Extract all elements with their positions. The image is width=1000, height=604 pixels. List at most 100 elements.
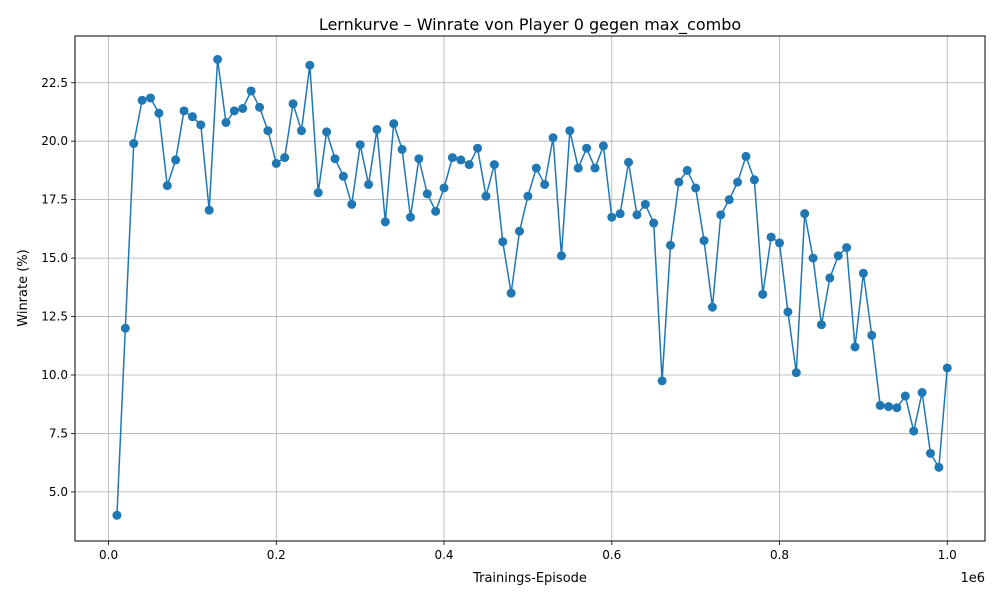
- data-point: [305, 60, 315, 70]
- data-point: [590, 163, 600, 173]
- data-point: [649, 218, 659, 228]
- data-point: [489, 160, 499, 170]
- data-point: [112, 510, 122, 520]
- data-point: [229, 106, 239, 116]
- data-point: [380, 217, 390, 227]
- y-axis-label: Winrate (%): [16, 249, 31, 326]
- data-point: [338, 171, 348, 181]
- chart-title: Lernkurve – Winrate von Player 0 gegen m…: [319, 15, 741, 35]
- data-point: [347, 199, 357, 209]
- data-point: [515, 226, 525, 236]
- data-point: [934, 462, 944, 472]
- data-point: [221, 118, 231, 128]
- x-tick-label: 0.8: [770, 548, 789, 562]
- data-point: [749, 175, 759, 185]
- data-point: [506, 288, 516, 298]
- data-point: [431, 206, 441, 216]
- series-group: [112, 54, 952, 520]
- data-point: [699, 236, 709, 246]
- y-tick-label: 12.5: [41, 310, 68, 324]
- data-point: [573, 163, 583, 173]
- data-point: [850, 342, 860, 352]
- y-tick-label: 17.5: [41, 193, 68, 207]
- y-tick-label: 5.0: [49, 485, 68, 499]
- data-point: [255, 102, 265, 112]
- data-point: [137, 95, 147, 105]
- data-point: [657, 376, 667, 386]
- data-point: [808, 253, 818, 263]
- data-point: [775, 238, 785, 248]
- x-axis-label: Trainings-Episode: [472, 571, 587, 586]
- data-point: [422, 189, 432, 199]
- data-point: [800, 209, 810, 219]
- data-point: [783, 307, 793, 317]
- data-point: [674, 177, 684, 187]
- data-point: [758, 289, 768, 299]
- data-point: [414, 154, 424, 164]
- data-point: [456, 155, 466, 165]
- y-tick-label: 20.0: [41, 134, 68, 148]
- data-point: [615, 209, 625, 219]
- data-point: [556, 251, 566, 261]
- x-tick-label: 1.0: [938, 548, 957, 562]
- data-point: [405, 212, 415, 222]
- data-point: [238, 103, 248, 113]
- data-point: [355, 140, 365, 150]
- data-point: [288, 99, 298, 109]
- data-point: [598, 141, 608, 151]
- data-point: [120, 323, 130, 333]
- data-point: [280, 153, 290, 163]
- y-tick-label: 22.5: [41, 76, 68, 90]
- series-line: [116, 59, 949, 516]
- data-point: [548, 133, 558, 143]
- data-point: [204, 205, 214, 215]
- data-point: [372, 125, 382, 135]
- data-point: [791, 368, 801, 378]
- data-point: [582, 143, 592, 153]
- plot-area: [74, 35, 986, 542]
- data-point: [842, 243, 852, 253]
- data-point: [263, 126, 273, 136]
- data-point: [271, 158, 281, 168]
- data-point: [481, 191, 491, 201]
- data-point: [540, 179, 550, 189]
- y-tick-label: 15.0: [41, 251, 68, 265]
- data-point: [364, 179, 374, 189]
- data-point: [858, 268, 868, 278]
- data-point: [179, 106, 189, 116]
- x-tick-label: 0.6: [602, 548, 621, 562]
- data-point: [766, 232, 776, 242]
- data-point: [154, 108, 164, 118]
- data-point: [162, 181, 172, 191]
- data-point: [129, 139, 139, 149]
- data-point: [867, 330, 877, 340]
- data-point: [531, 163, 541, 173]
- x-tick-label: 0.4: [434, 548, 453, 562]
- data-point: [313, 188, 323, 198]
- data-point: [716, 210, 726, 220]
- data-point: [607, 212, 617, 222]
- data-point: [397, 144, 407, 154]
- data-point: [875, 400, 885, 410]
- data-point: [498, 237, 508, 247]
- data-point: [187, 112, 197, 122]
- data-point: [917, 388, 927, 398]
- data-point: [447, 153, 457, 163]
- data-point: [724, 195, 734, 205]
- data-point: [682, 165, 692, 175]
- data-point: [640, 199, 650, 209]
- y-tick-label: 10.0: [41, 368, 68, 382]
- y-axis: 5.0 7.5 10.0 12.5 15.0 17.5 20.0 22.5: [41, 76, 75, 499]
- data-point: [900, 391, 910, 401]
- data-point: [196, 120, 206, 130]
- x-axis: 0.0 0.2 0.4 0.6 0.8 1.0: [99, 541, 957, 562]
- data-point: [833, 251, 843, 261]
- data-point: [632, 210, 642, 220]
- data-point: [892, 403, 902, 413]
- data-point: [171, 155, 181, 165]
- data-point: [296, 126, 306, 136]
- data-point: [691, 183, 701, 193]
- data-point: [816, 320, 826, 330]
